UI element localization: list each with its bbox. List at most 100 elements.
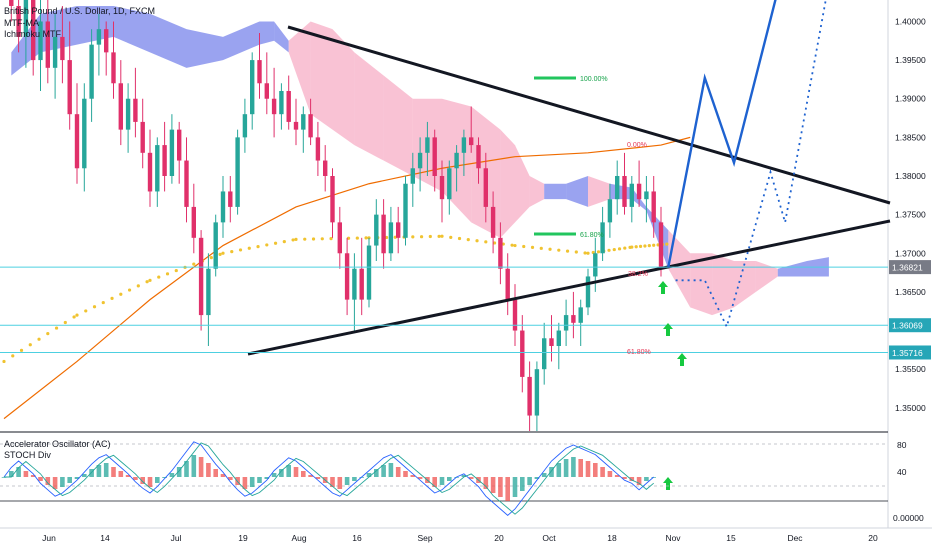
- fib-label-382: 38.2%: [628, 271, 648, 278]
- price-badge: [889, 318, 931, 333]
- moving-average-yellow-dot: [612, 247, 616, 252]
- moving-average-yellow-dot: [28, 343, 32, 347]
- oscillator-tick-0: 0.00000: [893, 513, 924, 523]
- oscillator-bar: [468, 477, 474, 479]
- candle-body: [490, 206, 496, 238]
- candle-body: [140, 121, 145, 153]
- moving-average-yellow-dot: [638, 244, 643, 248]
- indicator-stoch-label[interactable]: STOCH Div: [4, 450, 51, 460]
- candle-body: [286, 91, 291, 122]
- candle-body: [308, 114, 313, 138]
- candle-body: [622, 176, 627, 207]
- oscillator-bar: [607, 471, 613, 477]
- ichimoku-cloud-segment: [755, 261, 778, 292]
- indicator-ichimoku-label[interactable]: Ichimoku MTF: [4, 29, 62, 39]
- candle-body: [235, 137, 240, 207]
- moving-average-yellow-dot: [329, 237, 333, 241]
- candle-body: [425, 137, 430, 153]
- chart-title[interactable]: British Pound / U.S. Dollar, 1D, FXCM: [4, 6, 156, 16]
- price-tick-label: 1.40000: [895, 16, 926, 26]
- time-tick-label: Sep: [417, 533, 432, 543]
- moving-average-yellow-dot: [583, 251, 587, 255]
- oscillator-bar: [286, 465, 291, 477]
- candle-body: [31, 0, 36, 61]
- oscillator-bar: [571, 457, 576, 477]
- price-badge-label: 1.36821: [892, 263, 923, 273]
- oscillator-bar: [556, 463, 562, 477]
- candle-body: [534, 369, 540, 416]
- ichimoku-cloud-segment: [223, 21, 260, 61]
- candle-body: [600, 222, 605, 254]
- moving-average-yellow-dot: [440, 234, 444, 238]
- oscillator-bar: [366, 473, 372, 477]
- candle-body: [198, 237, 204, 316]
- moving-average-yellow-dot: [148, 278, 152, 282]
- moving-average-yellow-dot: [548, 247, 552, 251]
- moving-average-yellow-dot: [428, 234, 432, 239]
- candle-body: [301, 114, 306, 130]
- candle-body: [220, 191, 226, 223]
- moving-average-yellow-dot: [127, 288, 132, 292]
- candle-body: [38, 21, 43, 61]
- price-tick-label: 1.36500: [895, 287, 926, 297]
- price-badge: [889, 345, 931, 360]
- candle-body: [374, 214, 379, 246]
- moving-average-yellow-dot: [457, 236, 462, 241]
- candle-body: [476, 145, 481, 169]
- moving-average-yellow-dot: [643, 244, 647, 248]
- oscillator-bar: [111, 467, 116, 477]
- moving-average-yellow-dot: [238, 248, 243, 252]
- oscillator-bar: [264, 477, 270, 479]
- candle-body: [96, 29, 102, 45]
- moving-average-yellow-dot: [607, 248, 611, 252]
- candle-body: [206, 268, 211, 316]
- time-tick-label: 18: [607, 533, 617, 543]
- time-tick-label: Nov: [665, 533, 681, 543]
- price-tick-label: 1.37000: [895, 248, 926, 258]
- candle-body: [82, 98, 87, 169]
- oscillator-bar: [96, 465, 102, 477]
- oscillator-bar: [125, 475, 131, 477]
- moving-average-yellow-dot: [665, 242, 669, 246]
- indicator-mtf-ma-label[interactable]: MTF-MA: [4, 17, 39, 28]
- candle-body: [651, 191, 656, 223]
- oscillator-bar: [395, 467, 401, 477]
- oscillator-bar: [242, 477, 248, 489]
- moving-average-yellow-dot: [101, 300, 105, 305]
- candle-body: [16, 6, 21, 37]
- moving-average-yellow-dot: [303, 237, 307, 241]
- moving-average-yellow-dot: [617, 247, 622, 251]
- oscillator-bar: [549, 467, 554, 477]
- ichimoku-cloud-segment: [113, 6, 150, 53]
- oscillator-bar: [461, 475, 467, 477]
- oscillator-bar: [140, 477, 145, 484]
- buy-arrow-icon: [677, 353, 687, 366]
- ichimoku-cloud-segment: [529, 176, 545, 207]
- fib-label-0: 0.00%: [627, 142, 647, 149]
- moving-average-yellow-dot: [165, 272, 170, 276]
- candle-body: [549, 338, 554, 346]
- oscillator-bar: [644, 477, 649, 481]
- ichimoku-cloud-segment: [544, 183, 567, 200]
- oscillator-bar: [147, 477, 153, 487]
- moving-average-yellow-dot: [119, 292, 123, 296]
- ichimoku-cloud-segment: [690, 253, 713, 316]
- time-tick-label: 20: [494, 533, 504, 543]
- candle-body: [118, 83, 123, 130]
- ichimoku-cloud-segment: [288, 21, 311, 115]
- price-badge-label: 1.35716: [892, 348, 923, 358]
- candle-body: [125, 98, 131, 130]
- candle-body: [67, 60, 72, 115]
- moving-average-yellow-dot: [492, 241, 497, 245]
- oscillator-bar: [60, 477, 65, 487]
- forecast-path-solid: [667, 0, 777, 268]
- oscillator-bar: [410, 475, 416, 477]
- ichimoku-cloud-segment: [515, 145, 530, 223]
- moving-average-yellow-dot: [110, 296, 114, 300]
- candle-body: [257, 60, 262, 84]
- oscillator-bar: [184, 461, 189, 477]
- time-tick-label: 15: [726, 533, 736, 543]
- ichimoku-cloud-segment: [734, 261, 756, 308]
- indicator-ac-label[interactable]: Accelerator Oscillator (AC): [4, 439, 111, 449]
